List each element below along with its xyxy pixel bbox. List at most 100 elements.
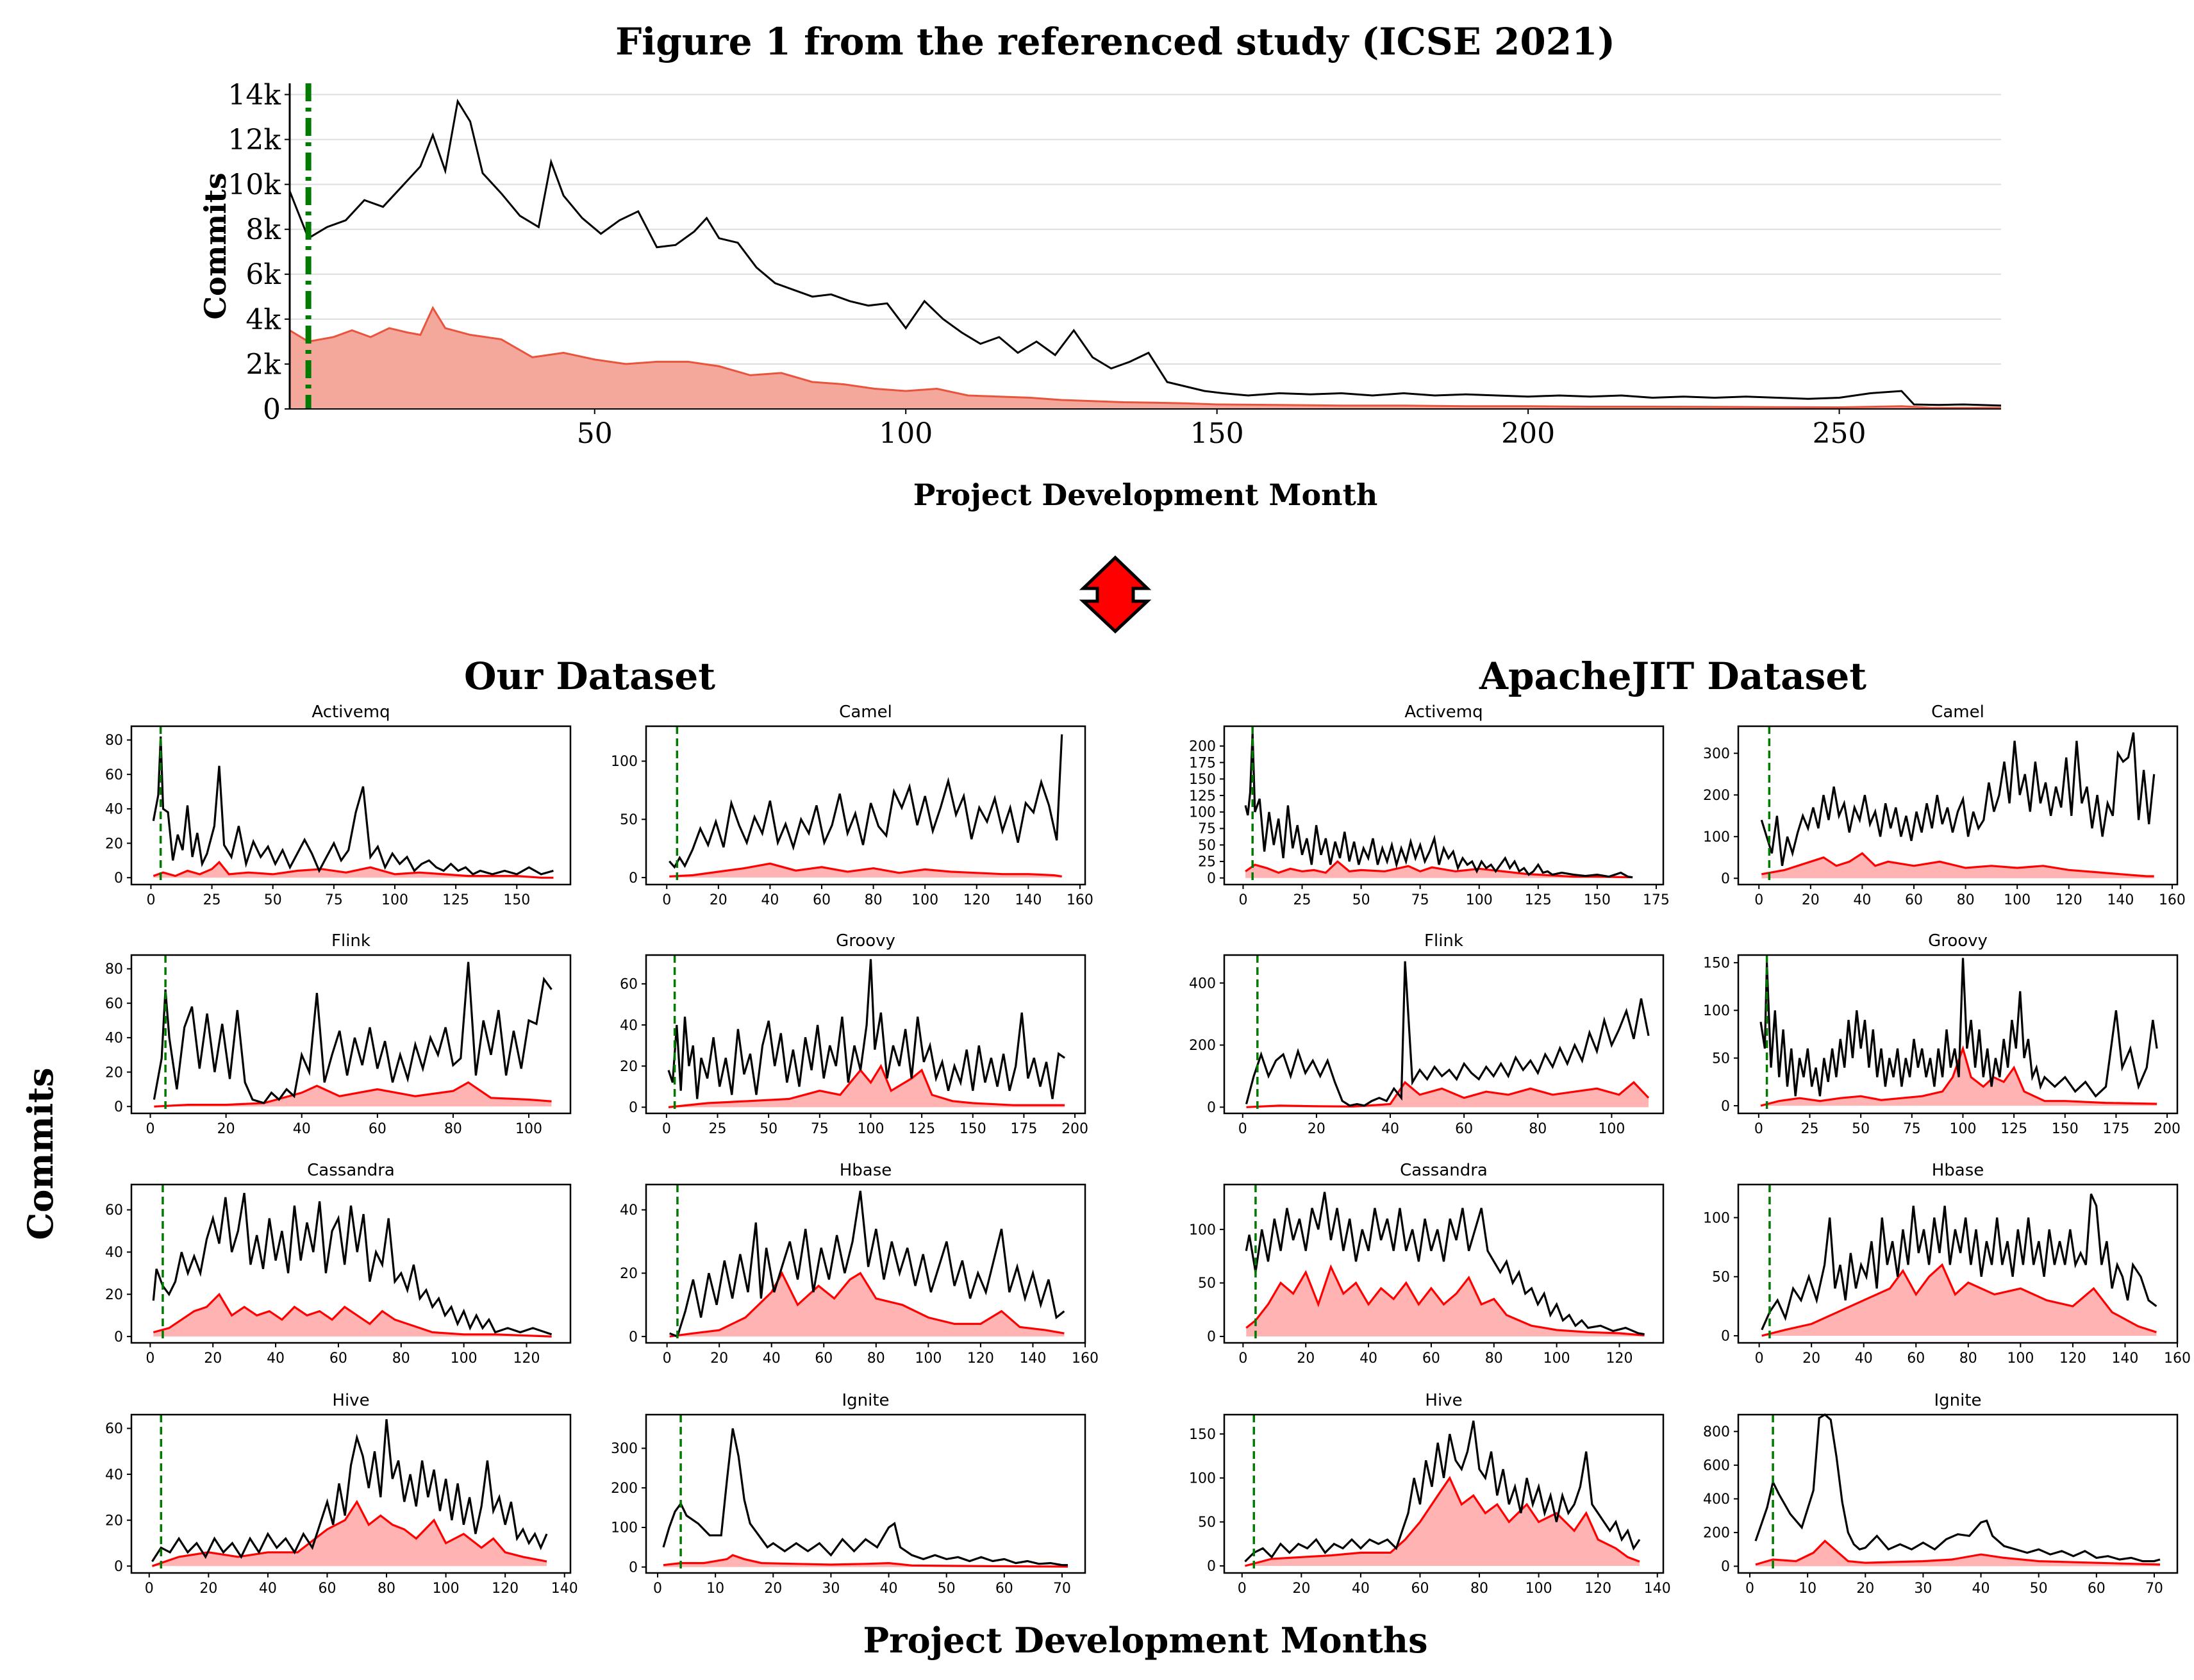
total-line bbox=[1245, 961, 1650, 1107]
x-tick-label: 100 bbox=[915, 1351, 942, 1367]
y-tick-label: 10k bbox=[228, 169, 281, 201]
x-tick-label: 40 bbox=[1359, 1351, 1377, 1367]
x-tick-label: 80 bbox=[1529, 1121, 1547, 1137]
panel-title: Activemq bbox=[312, 703, 390, 722]
y-tick-label: 2k bbox=[245, 348, 281, 381]
x-tick-label: 20 bbox=[1802, 892, 1820, 908]
x-tick-label: 20 bbox=[1308, 1121, 1326, 1137]
x-tick-label: 20 bbox=[204, 1351, 222, 1367]
y-tick-label: 0 bbox=[1207, 1559, 1216, 1575]
panel-title: Hbase bbox=[1932, 1161, 1984, 1180]
x-tick-label: 0 bbox=[653, 1581, 662, 1597]
shared-x-axis-label: Project Development Months bbox=[863, 1620, 1428, 1661]
buggy-line bbox=[663, 1554, 1068, 1568]
total-line bbox=[288, 98, 2002, 407]
x-tick-label: 40 bbox=[293, 1121, 311, 1137]
x-tick-label: 10 bbox=[1799, 1581, 1816, 1597]
panel-title: Hbase bbox=[840, 1161, 892, 1180]
panel-title: Camel bbox=[839, 703, 892, 722]
x-tick-label: 50 bbox=[2030, 1581, 2048, 1597]
total-line bbox=[1760, 732, 2156, 867]
buggy-line bbox=[1761, 1263, 2157, 1337]
x-tick-label: 70 bbox=[2145, 1581, 2163, 1597]
x-tick-label: 100 bbox=[879, 417, 933, 450]
y-tick-label: 200 bbox=[1189, 739, 1216, 755]
left-group-heading: Our Dataset bbox=[464, 654, 715, 698]
x-tick-label: 150 bbox=[2052, 1121, 2079, 1137]
total-line bbox=[152, 1192, 553, 1336]
total-line bbox=[1761, 1193, 2157, 1331]
buggy-area bbox=[290, 308, 2001, 409]
chart-our-flink: 0 20 40 60 80 100 0 20 40 60 80 Flink bbox=[105, 931, 572, 1137]
x-tick-label: 160 bbox=[2159, 892, 2186, 908]
y-tick-label: 8k bbox=[245, 213, 281, 246]
plot-frame bbox=[1737, 1413, 2179, 1574]
plot-frame bbox=[1737, 1183, 2179, 1344]
x-tick-label: 0 bbox=[1754, 1121, 1763, 1137]
panel-title: Groovy bbox=[1928, 931, 1988, 951]
buggy-line bbox=[1245, 860, 1633, 879]
x-tick-label: 140 bbox=[1019, 1351, 1046, 1367]
buggy-area bbox=[1761, 853, 2154, 879]
y-tick-label: 0 bbox=[1207, 870, 1216, 886]
chart-apache-flink: 0 20 40 60 80 100 0 200 400 Flink bbox=[1189, 931, 1665, 1137]
x-tick-label: 60 bbox=[1907, 1351, 1925, 1367]
plot-frame bbox=[130, 725, 572, 886]
x-tick-label: 20 bbox=[217, 1121, 235, 1137]
x-tick-label: 140 bbox=[1644, 1581, 1671, 1597]
total-line bbox=[1244, 733, 1633, 879]
x-tick-label: 120 bbox=[963, 892, 990, 908]
x-tick-label: 40 bbox=[761, 892, 779, 908]
x-tick-label: 60 bbox=[1905, 892, 1923, 908]
x-tick-label: 40 bbox=[1352, 1581, 1370, 1597]
y-tick-label: 0 bbox=[263, 393, 281, 426]
x-tick-label: 140 bbox=[1015, 892, 1042, 908]
x-tick-label: 160 bbox=[1072, 1351, 1099, 1367]
x-tick-label: 125 bbox=[908, 1121, 935, 1137]
buggy-line bbox=[1244, 1476, 1640, 1567]
x-tick-label: 30 bbox=[822, 1581, 840, 1597]
y-tick-label: 0 bbox=[1721, 1559, 1730, 1575]
y-tick-label: 60 bbox=[105, 996, 123, 1012]
buggy-line bbox=[289, 306, 2001, 409]
x-tick-label: 60 bbox=[815, 1351, 833, 1367]
y-tick-label: 40 bbox=[105, 1467, 123, 1483]
x-tick-label: 0 bbox=[146, 892, 155, 908]
y-tick-label: 400 bbox=[1189, 976, 1216, 992]
x-tick-label: 10 bbox=[706, 1581, 724, 1597]
x-tick-label: 120 bbox=[2056, 892, 2082, 908]
x-tick-label: 0 bbox=[1238, 892, 1247, 908]
x-tick-label: 50 bbox=[760, 1121, 777, 1137]
x-tick-label: 140 bbox=[551, 1581, 578, 1597]
x-tick-label: 40 bbox=[1855, 1351, 1873, 1367]
x-tick-label: 0 bbox=[662, 892, 671, 908]
y-tick-label: 0 bbox=[629, 1100, 638, 1116]
x-tick-label: 140 bbox=[2111, 1351, 2138, 1367]
total-line bbox=[153, 961, 553, 1104]
y-tick-label: 300 bbox=[1703, 746, 1730, 762]
panel-title: Activemq bbox=[1404, 703, 1483, 722]
x-tick-label: 25 bbox=[1801, 1121, 1819, 1137]
y-tick-label: 60 bbox=[105, 1202, 123, 1218]
buggy-area bbox=[669, 863, 1062, 878]
y-tick-label: 400 bbox=[1703, 1492, 1730, 1508]
plot-frame bbox=[645, 954, 1086, 1115]
y-tick-label: 6k bbox=[245, 258, 281, 291]
total-line bbox=[1244, 1420, 1641, 1563]
y-tick-label: 100 bbox=[611, 1520, 638, 1536]
y-tick-label: 20 bbox=[620, 1266, 638, 1282]
plot-frame bbox=[1223, 725, 1665, 886]
x-tick-label: 175 bbox=[1010, 1121, 1037, 1137]
plot-frame bbox=[1737, 725, 2179, 886]
buggy-line bbox=[1761, 852, 2154, 877]
y-tick-label: 100 bbox=[1703, 1003, 1730, 1019]
y-tick-label: 0 bbox=[629, 1559, 638, 1576]
x-tick-label: 20 bbox=[1856, 1581, 1874, 1597]
figure-title: Figure 1 from the referenced study (ICSE… bbox=[615, 20, 1615, 63]
plot-frame bbox=[1223, 1183, 1665, 1344]
buggy-line bbox=[153, 860, 554, 879]
y-tick-label: 200 bbox=[1703, 788, 1730, 804]
x-tick-label: 60 bbox=[1455, 1121, 1473, 1137]
x-tick-label: 80 bbox=[392, 1351, 410, 1367]
